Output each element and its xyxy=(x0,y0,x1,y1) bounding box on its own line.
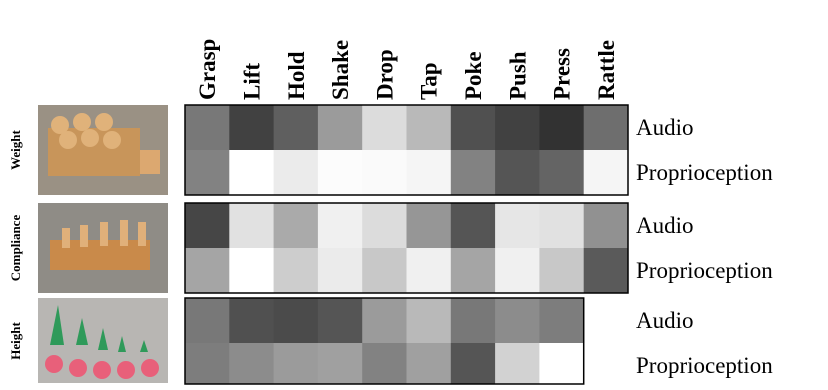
heatmap-cell xyxy=(451,343,496,384)
heatmap-cell xyxy=(274,298,319,343)
column-label: Lift xyxy=(239,63,264,100)
photo-height xyxy=(38,298,168,383)
heatmap-cell xyxy=(229,298,274,343)
heatmap-cell xyxy=(185,105,230,150)
heatmap-cell xyxy=(539,150,584,195)
heatmap-cell xyxy=(229,150,274,195)
heatmap-cell xyxy=(495,343,540,384)
heatmap-cell xyxy=(318,248,363,293)
heatmap-cell xyxy=(451,150,496,195)
column-label: Tap xyxy=(417,62,442,100)
heatmap-cell xyxy=(318,298,363,343)
heatmap-cell xyxy=(318,150,363,195)
heatmap-cell xyxy=(362,248,407,293)
heatmap-cell xyxy=(274,248,319,293)
column-label: Poke xyxy=(461,51,486,100)
row-label: Audio xyxy=(636,308,694,333)
heatmap-cell xyxy=(584,203,629,248)
heatmap-cell xyxy=(495,248,540,293)
photo-weight xyxy=(38,105,168,195)
heatmap-cell xyxy=(362,203,407,248)
heatmap-cell xyxy=(584,248,629,293)
heatmap-cell xyxy=(539,298,584,343)
heatmap-cell xyxy=(407,203,452,248)
row-label: Audio xyxy=(636,115,694,140)
heatmap-cell xyxy=(362,150,407,195)
column-label: Rattle xyxy=(594,40,619,100)
group-label: Height xyxy=(8,322,23,360)
heatmap-cell xyxy=(407,343,452,384)
heatmap-cell xyxy=(451,203,496,248)
heatmap-cell xyxy=(539,248,584,293)
heatmap-cell xyxy=(495,298,540,343)
heatmap-cell xyxy=(185,298,230,343)
heatmap-cell xyxy=(362,298,407,343)
column-label: Push xyxy=(505,51,530,100)
heatmap-cell xyxy=(584,150,629,195)
column-label: Grasp xyxy=(195,39,220,100)
row-label: Audio xyxy=(636,213,694,238)
heatmap-cell xyxy=(495,150,540,195)
group-label: Compliance xyxy=(8,215,23,282)
heatmap-cell xyxy=(318,105,363,150)
heatmap-cell xyxy=(274,105,319,150)
heatmap-cell xyxy=(539,343,584,384)
heatmap-cell xyxy=(229,343,274,384)
row-label: Proprioception xyxy=(636,160,773,185)
heatmap-cell xyxy=(407,105,452,150)
heatmap-cell xyxy=(362,105,407,150)
heatmap-cell xyxy=(451,105,496,150)
heatmap-cell xyxy=(495,203,540,248)
heatmap-cell xyxy=(407,248,452,293)
figure: Grasp Lift Hold Shake Drop Tap Poke Push Press Ra… xyxy=(0,0,828,385)
heatmap-cell xyxy=(407,298,452,343)
heatmap-cell xyxy=(229,248,274,293)
heatmap-cell xyxy=(539,105,584,150)
heatmap-cell xyxy=(318,203,363,248)
column-label: Drop xyxy=(372,49,397,100)
row-label: Proprioception xyxy=(636,258,773,283)
column-label: Press xyxy=(550,48,575,100)
heatmap-cell xyxy=(539,203,584,248)
heatmap-cell xyxy=(185,150,230,195)
heatmap-cell xyxy=(318,343,363,384)
heatmap-cell xyxy=(185,248,230,293)
heatmap-cell xyxy=(495,105,540,150)
heatmap-cell xyxy=(185,343,230,384)
heatmap-cell xyxy=(274,203,319,248)
heatmap-cell xyxy=(274,343,319,384)
heatmap-cell xyxy=(229,105,274,150)
heatmap-cell xyxy=(451,248,496,293)
heatmap-cell xyxy=(185,203,230,248)
heatmap-cell xyxy=(274,150,319,195)
heatmap-cell xyxy=(451,298,496,343)
heatmap-cell xyxy=(407,150,452,195)
heatmap-cell xyxy=(229,203,274,248)
photo-compliance xyxy=(38,203,168,293)
heatmap-cell xyxy=(362,343,407,384)
row-label: Proprioception xyxy=(636,353,773,378)
group-label: Weight xyxy=(8,129,23,169)
column-label: Hold xyxy=(284,51,309,100)
heatmap-cell xyxy=(584,105,629,150)
column-label: Shake xyxy=(328,40,353,100)
